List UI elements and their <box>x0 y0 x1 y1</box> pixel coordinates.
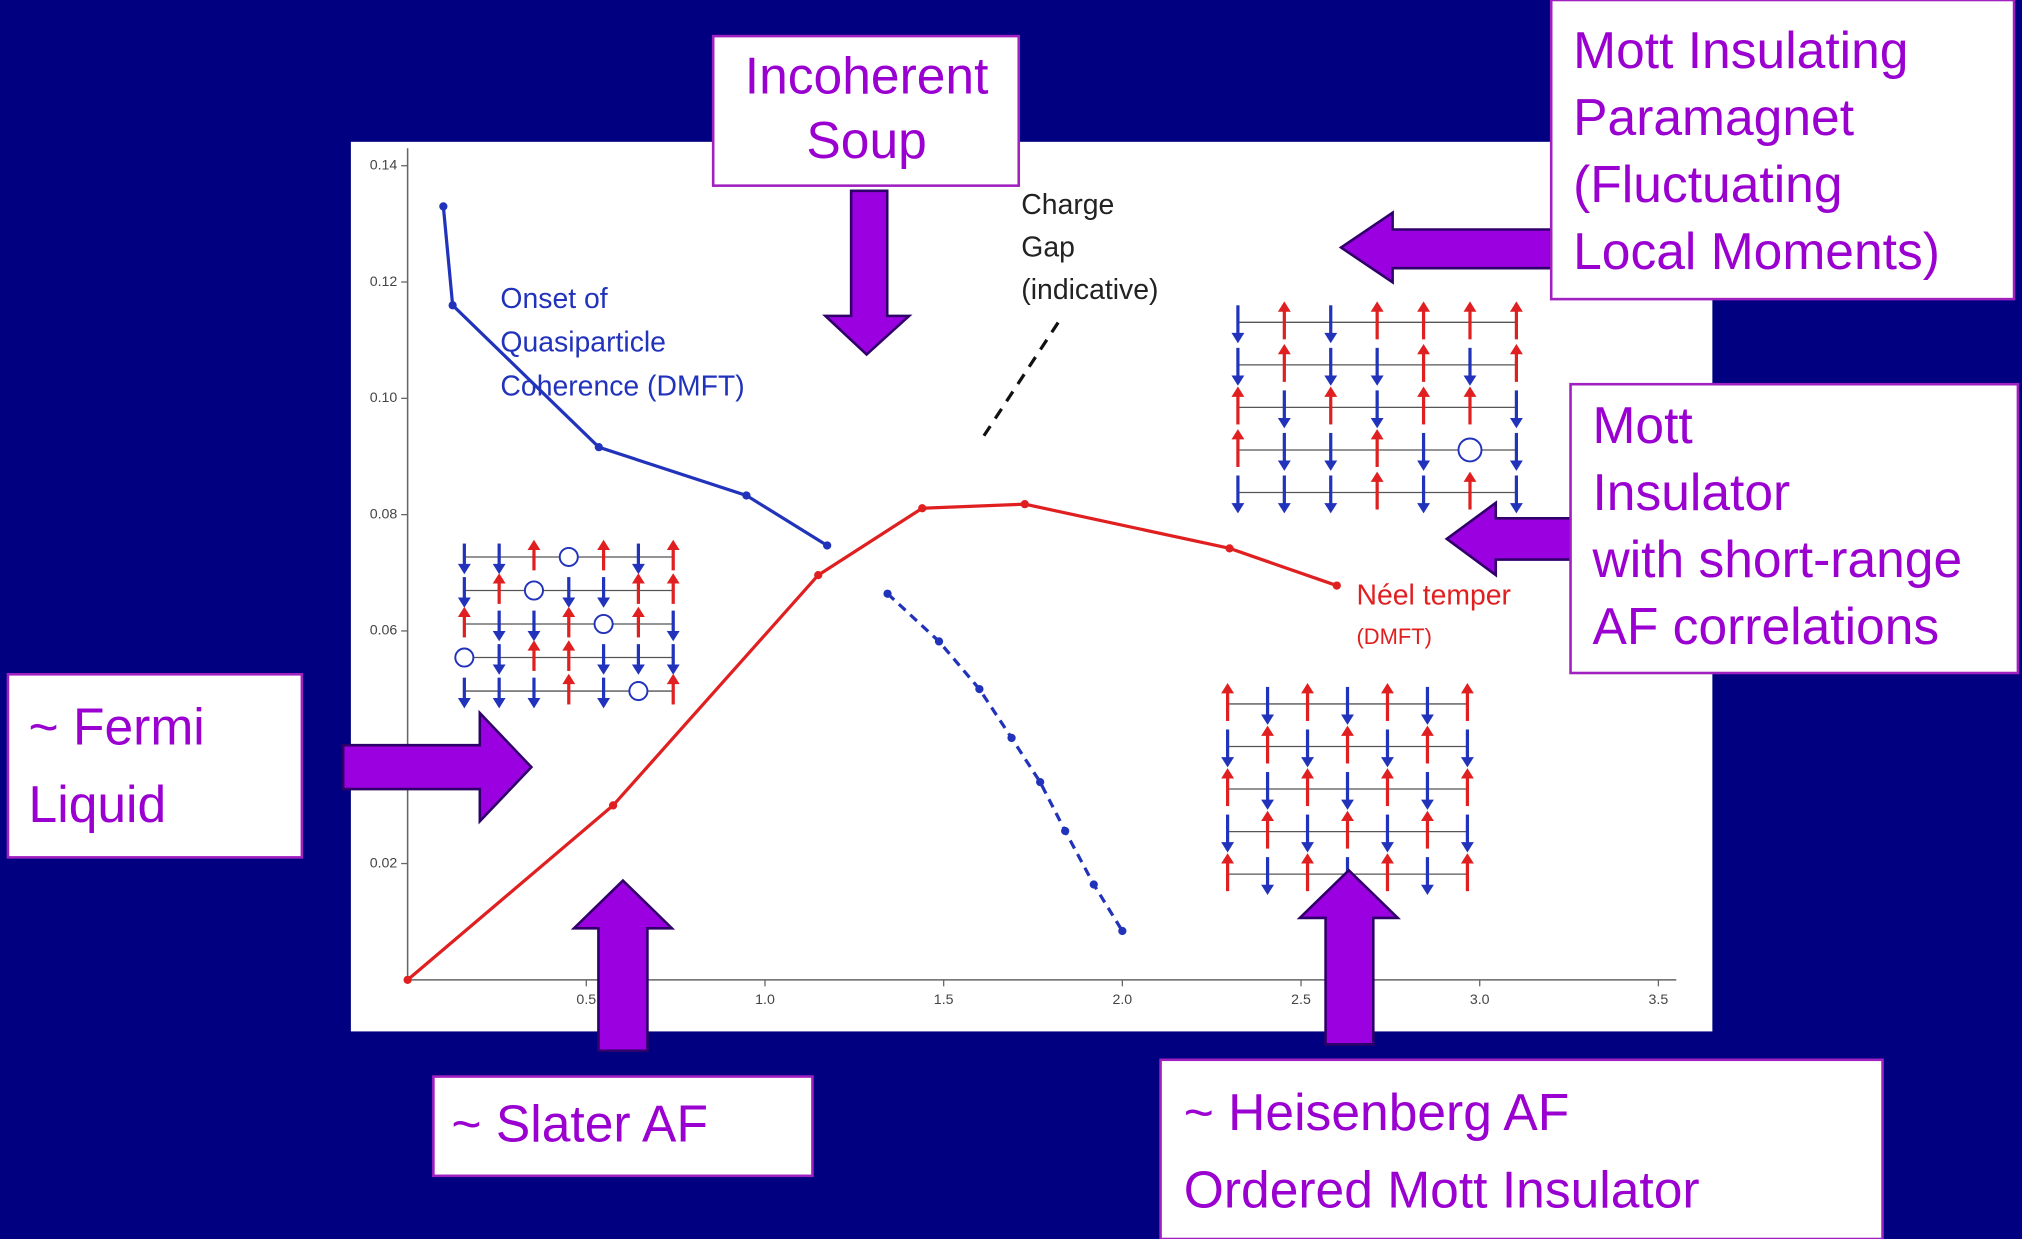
x-tick-label: 3.0 <box>1470 992 1490 1008</box>
y-tick-label: 0.02 <box>370 855 398 871</box>
label-text: Local Moments) <box>1573 222 1940 280</box>
hole <box>629 682 647 700</box>
label-text: Paramagnet <box>1573 88 1854 146</box>
annotation: Charge <box>1021 189 1114 221</box>
data-point <box>609 801 617 809</box>
data-point <box>935 637 943 645</box>
x-tick-label: 2.5 <box>1291 992 1311 1008</box>
data-point <box>814 571 822 579</box>
label-text: ~ Fermi <box>29 698 205 756</box>
x-tick-label: 0.5 <box>576 992 596 1008</box>
data-point <box>439 202 447 210</box>
hole <box>560 548 578 566</box>
hole <box>455 648 473 666</box>
x-tick-label: 3.5 <box>1649 992 1669 1008</box>
data-point <box>1225 544 1233 552</box>
data-point <box>742 491 750 499</box>
y-tick-label: 0.14 <box>370 157 398 173</box>
annotation: Quasiparticle <box>500 327 666 359</box>
y-tick-label: 0.06 <box>370 623 398 639</box>
data-point <box>1007 734 1015 742</box>
annotation: Onset of <box>500 283 607 315</box>
annotation: Coherence (DMFT) <box>500 371 744 403</box>
data-point <box>883 590 891 598</box>
label-text: ~ Heisenberg AF <box>1184 1083 1570 1141</box>
data-point <box>1036 778 1044 786</box>
x-tick-label: 2.0 <box>1112 992 1132 1008</box>
label-text: (Fluctuating <box>1573 155 1842 213</box>
label-text: Liquid <box>29 775 167 833</box>
label-text: Mott Insulating <box>1573 21 1908 79</box>
label-text: Soup <box>806 111 926 169</box>
x-tick-label: 1.0 <box>755 992 775 1008</box>
data-point <box>823 541 831 549</box>
y-tick-label: 0.12 <box>370 274 398 290</box>
label-text: Mott <box>1592 396 1692 454</box>
data-point <box>1333 581 1341 589</box>
data-point <box>595 443 603 451</box>
data-point <box>1061 827 1069 835</box>
label-text: Insulator <box>1592 463 1790 521</box>
data-point <box>449 301 457 309</box>
y-tick-label: 0.10 <box>370 390 398 406</box>
hole <box>595 615 613 633</box>
x-tick-label: 1.5 <box>934 992 954 1008</box>
data-point <box>1118 927 1126 935</box>
annotation: Néel temper <box>1357 579 1511 611</box>
annotation: (DMFT) <box>1357 624 1432 649</box>
data-point <box>975 685 983 693</box>
hole <box>525 581 543 599</box>
label-text: ~ Slater AF <box>451 1095 708 1153</box>
slide: 0.5 1.0 1.5 2.0 2.5 3.0 3.5 0.02 0.06 0.08 0.10 0.1… <box>0 0 2022 1239</box>
data-point <box>1021 500 1029 508</box>
annotation: (indicative) <box>1021 274 1158 306</box>
data-point <box>1090 880 1098 888</box>
hole <box>1458 438 1481 461</box>
label-text: Incoherent <box>745 47 989 105</box>
data-point <box>403 976 411 984</box>
annotation: Gap <box>1021 231 1075 263</box>
y-tick-label: 0.08 <box>370 506 398 522</box>
label-text: Ordered Mott Insulator <box>1184 1161 1700 1219</box>
label-text: with short-range <box>1591 530 1962 588</box>
data-point <box>918 504 926 512</box>
label-text: AF correlations <box>1592 597 1939 655</box>
